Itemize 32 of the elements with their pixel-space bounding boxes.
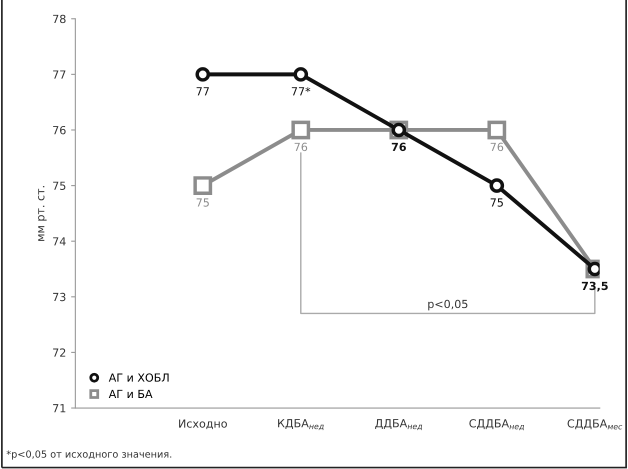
point (490, 178, 504, 193)
data-label: 76 (294, 142, 308, 152)
data-label: 75 (196, 198, 209, 207)
point (487, 120, 506, 140)
data-label: 77* (292, 87, 310, 96)
x-tick-label: ДДБА$_{нед}$ (375, 419, 422, 430)
data-label: 77 (196, 87, 209, 96)
y-tick-label: 75 (53, 182, 66, 190)
data-label: 76 (490, 142, 504, 152)
point (294, 67, 308, 82)
y-tick-label: 77 (53, 70, 66, 79)
y-tick-label: 74 (53, 237, 66, 246)
annotation: p<0,05 (428, 300, 468, 310)
y-tick-label: 72 (53, 348, 66, 357)
x-tick-label: СДДБА$_{мес}$ (568, 419, 622, 430)
legend-label: АГ и ХОБЛ (108, 373, 169, 382)
y-tick-label: 78 (53, 14, 66, 24)
text: *p<0,05 от исходного значения. (6, 450, 172, 460)
x-tick-label: СДДБА$_{нед}$ (469, 419, 524, 430)
data-label: 76 (392, 142, 406, 152)
y-axis-title: мм рт. ст. (38, 186, 47, 241)
y-tick-label: 73 (53, 292, 66, 302)
point (195, 67, 210, 82)
data-label: 73,5 (582, 282, 608, 292)
point (193, 176, 212, 195)
legend-label: АГ и БА (108, 390, 152, 398)
x-tick-label: Исходно (179, 419, 227, 430)
y-tick-label: 76 (53, 126, 66, 134)
x-tick-label: КДБА$_{нед}$ (278, 419, 324, 430)
y-tick-label: 71 (53, 404, 66, 412)
point (291, 120, 310, 140)
data-label: 75 (490, 198, 503, 207)
